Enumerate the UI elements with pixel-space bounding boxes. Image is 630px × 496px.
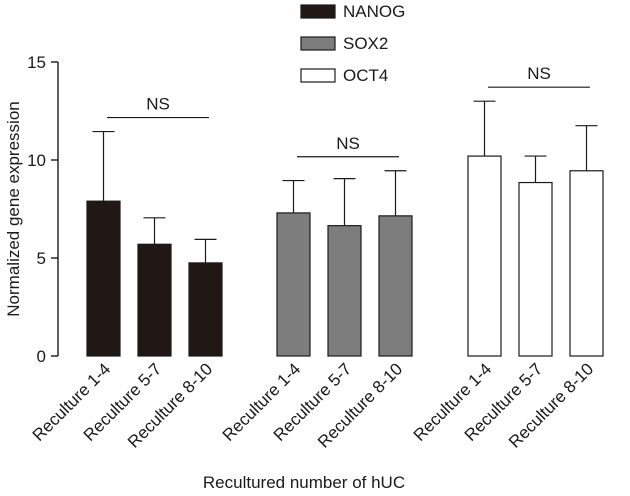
y-tick-label: 0 bbox=[37, 347, 46, 366]
x-axis-label: Recultured number of hUC bbox=[203, 473, 405, 492]
legend-label-sox2: SOX2 bbox=[343, 34, 388, 53]
y-tick-label: 10 bbox=[27, 151, 46, 170]
significance-label: NS bbox=[527, 64, 551, 83]
legend-label-oct4: OCT4 bbox=[343, 66, 388, 85]
bar bbox=[137, 243, 172, 357]
bar bbox=[188, 262, 223, 357]
y-tick-label: 5 bbox=[37, 249, 46, 268]
bar bbox=[276, 212, 311, 357]
bar bbox=[327, 225, 362, 357]
bar bbox=[86, 200, 121, 357]
bar bbox=[569, 170, 604, 357]
legend-swatch-oct4 bbox=[300, 68, 336, 83]
y-axis-label: Normalized gene expression bbox=[4, 101, 23, 316]
bar bbox=[378, 215, 413, 357]
bar bbox=[467, 155, 502, 357]
bar bbox=[518, 181, 553, 357]
legend-label-nanog: NANOG bbox=[343, 2, 405, 21]
bars: NS NS NS bbox=[86, 64, 604, 357]
series-nanog: NS bbox=[86, 95, 223, 357]
legend-swatch-sox2 bbox=[300, 36, 336, 51]
legend-swatch-nanog bbox=[300, 4, 336, 19]
axes: 0 5 10 15 bbox=[27, 53, 59, 366]
significance-label: NS bbox=[336, 134, 360, 153]
series-sox2: NS bbox=[276, 134, 413, 357]
legend: NANOG SOX2 OCT4 bbox=[300, 2, 405, 85]
series-oct4: NS bbox=[467, 64, 604, 357]
significance-label: NS bbox=[146, 95, 170, 114]
y-tick-label: 15 bbox=[27, 53, 46, 72]
